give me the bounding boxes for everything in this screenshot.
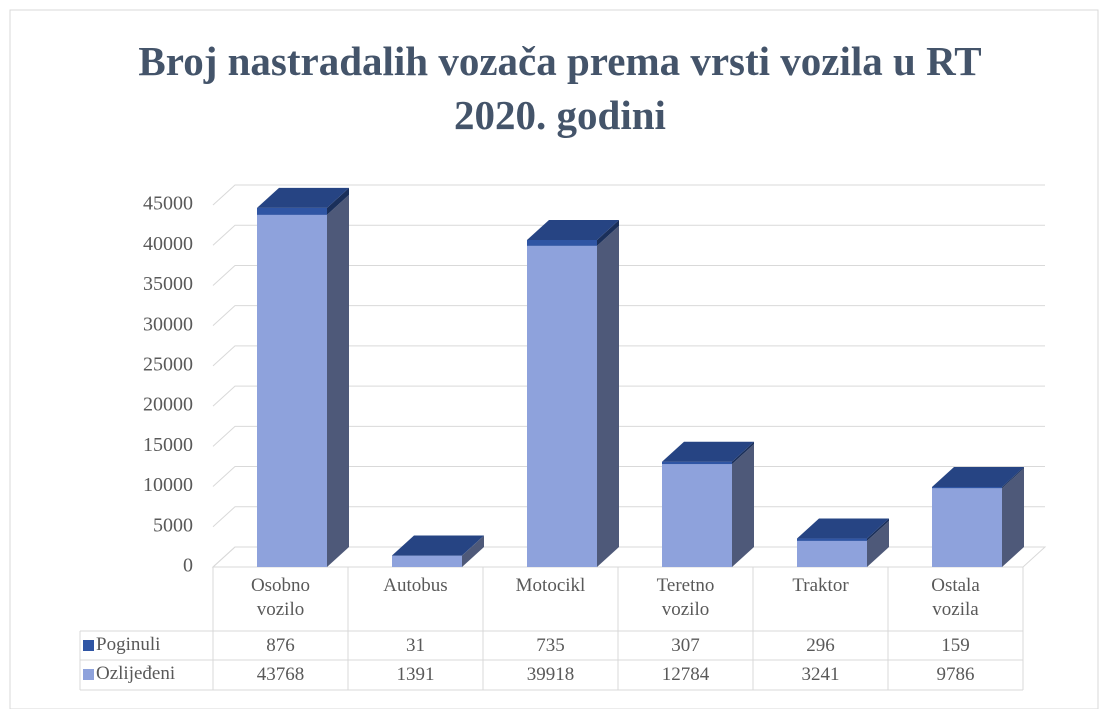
category-label: Motocikl: [515, 575, 586, 596]
bar-side: [732, 441, 754, 465]
grid-line: [212, 345, 1045, 367]
bar: [662, 464, 732, 567]
bar-top: [392, 535, 484, 556]
table-value: 159: [941, 635, 970, 656]
y-tick-label: 40000: [143, 233, 193, 255]
chart-border: [9, 9, 1099, 709]
y-tick-label: 0: [183, 555, 193, 577]
category-label: Osobno vozilo: [250, 575, 311, 620]
y-tick-label: 5000: [153, 514, 193, 536]
bar: [662, 461, 732, 465]
y-tick-label: 20000: [143, 394, 193, 416]
bar-top: [527, 219, 619, 240]
bar-side: [327, 194, 349, 567]
table-value: 307: [671, 635, 700, 656]
bar: [932, 486, 1002, 489]
y-tick-label: 35000: [143, 273, 193, 295]
bar-side: [462, 535, 484, 567]
table-value: 1391: [396, 664, 435, 685]
bar-side: [1002, 466, 1024, 489]
table-value: 12784: [661, 664, 710, 685]
table-value: 9786: [936, 664, 975, 685]
bar-top: [662, 441, 754, 462]
bar: [257, 207, 327, 215]
chart-title: Broj nastradalih vozača prema vrsti vozi…: [138, 38, 982, 138]
y-tick-label: 15000: [143, 434, 193, 456]
y-tick-label: 45000: [143, 193, 193, 215]
grid-line: [212, 425, 1045, 447]
y-tick-label: 10000: [143, 474, 193, 496]
bar: [257, 214, 327, 567]
bar: [527, 245, 597, 567]
bar-top: [797, 518, 889, 539]
category-label: Ostala vozila: [931, 575, 980, 620]
bar: [932, 488, 1002, 567]
grid-line: [212, 184, 1045, 206]
bar: [527, 239, 597, 246]
bar: [797, 540, 867, 567]
category-label: Teretno vozilo: [656, 575, 715, 620]
bar: [797, 538, 867, 541]
legend-label: Poginuli: [96, 634, 161, 655]
table-value: 296: [806, 635, 835, 656]
grid-line: [212, 224, 1045, 246]
legend-swatch: [83, 640, 94, 651]
bar: [392, 555, 462, 567]
bar-side: [597, 225, 619, 567]
bar-side: [462, 535, 484, 556]
table-value: 43768: [256, 664, 305, 685]
bar-top: [932, 466, 1024, 487]
category-label: Autobus: [383, 575, 448, 596]
grid-line: [212, 506, 1045, 528]
bar-side: [1002, 468, 1024, 567]
legend-label: Ozlijeđeni: [96, 663, 176, 684]
legend-swatch: [83, 669, 94, 680]
bar-side: [597, 219, 619, 246]
grid-line: [212, 466, 1045, 487]
bar-top: [257, 187, 349, 208]
table-value: 876: [266, 635, 295, 656]
bar-side: [867, 520, 889, 567]
y-tick-label: 30000: [143, 313, 193, 335]
table-value: 39918: [526, 664, 575, 685]
category-label: Traktor: [792, 575, 849, 596]
grid-line: [212, 546, 1045, 568]
bar-side: [732, 444, 754, 567]
table-value: 31: [406, 635, 425, 656]
table-value: 3241: [801, 664, 840, 685]
grid-line: [212, 385, 1045, 407]
bar-side: [867, 518, 889, 541]
table-value: 735: [536, 635, 565, 656]
grid-line: [212, 264, 1045, 286]
y-tick-label: 25000: [143, 353, 193, 375]
bar-side: [327, 187, 349, 215]
grid-line: [212, 305, 1045, 327]
